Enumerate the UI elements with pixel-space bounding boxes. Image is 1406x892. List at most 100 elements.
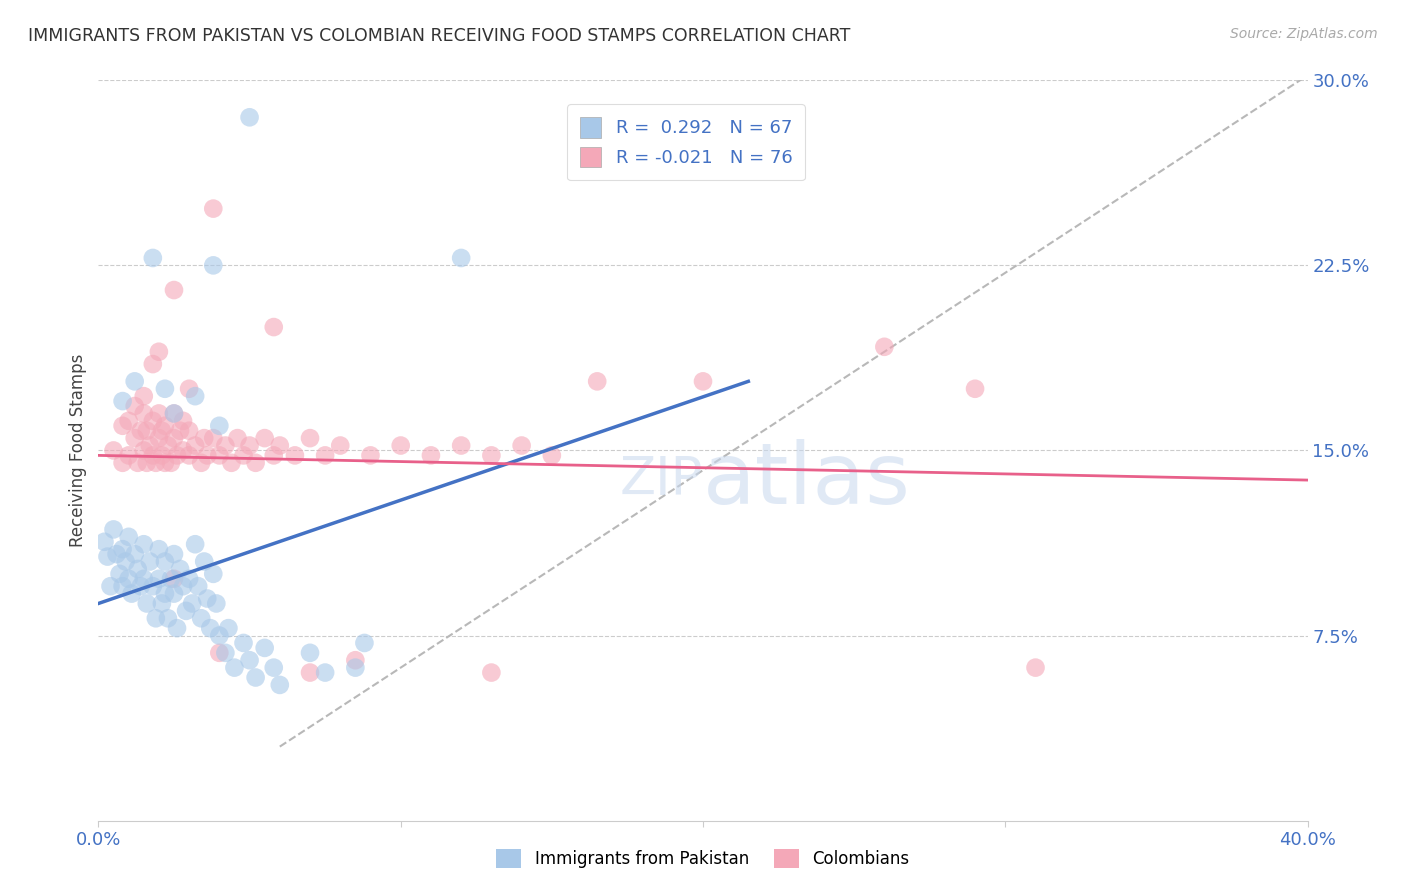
Point xyxy=(124,547,146,561)
Point xyxy=(172,443,194,458)
Point xyxy=(139,438,162,452)
Point xyxy=(174,604,197,618)
Point xyxy=(160,572,183,586)
Point xyxy=(269,678,291,692)
Point xyxy=(135,456,157,470)
Point xyxy=(202,202,225,216)
Point xyxy=(481,665,503,680)
Point xyxy=(200,621,222,635)
Point xyxy=(132,389,155,403)
Point xyxy=(1024,660,1046,674)
Point xyxy=(172,579,194,593)
Point xyxy=(269,438,291,452)
Legend: Immigrants from Pakistan, Colombians: Immigrants from Pakistan, Colombians xyxy=(489,842,917,875)
Point xyxy=(389,438,412,452)
Y-axis label: Receiving Food Stamps: Receiving Food Stamps xyxy=(69,354,87,547)
Point xyxy=(111,418,134,433)
Point xyxy=(344,660,367,674)
Point xyxy=(450,251,472,265)
Point xyxy=(205,597,228,611)
Point xyxy=(253,431,276,445)
Point xyxy=(420,449,443,463)
Point xyxy=(217,621,239,635)
Point xyxy=(360,449,382,463)
Point xyxy=(132,572,155,586)
Point xyxy=(142,414,165,428)
Point xyxy=(193,431,215,445)
Point xyxy=(163,586,186,600)
Point xyxy=(195,591,218,606)
Point xyxy=(111,456,134,470)
Point xyxy=(148,407,170,421)
Point xyxy=(156,438,179,452)
Point xyxy=(299,431,322,445)
Legend: R =  0.292   N = 67, R = -0.021   N = 76: R = 0.292 N = 67, R = -0.021 N = 76 xyxy=(567,104,806,180)
Point xyxy=(184,438,207,452)
Point xyxy=(142,357,165,371)
Point xyxy=(132,407,155,421)
Point xyxy=(172,414,194,428)
Point xyxy=(114,555,136,569)
Text: ZIP: ZIP xyxy=(620,454,703,506)
Point xyxy=(202,258,225,272)
Point xyxy=(156,611,179,625)
Point xyxy=(124,375,146,389)
Point xyxy=(263,660,285,674)
Point xyxy=(160,456,183,470)
Point xyxy=(214,646,236,660)
Point xyxy=(153,456,176,470)
Text: atlas: atlas xyxy=(703,439,911,522)
Point xyxy=(148,431,170,445)
Point xyxy=(142,449,165,463)
Point xyxy=(208,449,231,463)
Point xyxy=(586,375,609,389)
Point xyxy=(129,579,152,593)
Point xyxy=(148,344,170,359)
Point xyxy=(245,671,267,685)
Point xyxy=(344,653,367,667)
Point xyxy=(202,566,225,581)
Point xyxy=(232,449,254,463)
Point xyxy=(111,542,134,557)
Point xyxy=(873,340,896,354)
Point xyxy=(314,665,336,680)
Point xyxy=(166,449,188,463)
Point xyxy=(127,456,149,470)
Point xyxy=(221,456,243,470)
Point xyxy=(245,456,267,470)
Point xyxy=(299,665,322,680)
Point xyxy=(135,424,157,438)
Point xyxy=(150,449,173,463)
Point xyxy=(263,449,285,463)
Point xyxy=(239,653,262,667)
Point xyxy=(353,636,375,650)
Point xyxy=(100,579,122,593)
Point xyxy=(111,394,134,409)
Point xyxy=(965,382,987,396)
Point xyxy=(139,555,162,569)
Point xyxy=(148,572,170,586)
Point xyxy=(163,431,186,445)
Point xyxy=(195,449,218,463)
Point xyxy=(179,424,201,438)
Point xyxy=(118,530,141,544)
Point xyxy=(127,562,149,576)
Point xyxy=(163,407,186,421)
Point xyxy=(208,628,231,642)
Point xyxy=(108,566,131,581)
Point xyxy=(153,586,176,600)
Point xyxy=(103,523,125,537)
Point xyxy=(190,456,212,470)
Point xyxy=(263,320,285,334)
Point xyxy=(450,438,472,452)
Point xyxy=(142,579,165,593)
Point xyxy=(142,251,165,265)
Point xyxy=(118,414,141,428)
Point xyxy=(179,449,201,463)
Point xyxy=(153,382,176,396)
Point xyxy=(179,382,201,396)
Point xyxy=(166,621,188,635)
Point xyxy=(145,456,167,470)
Point xyxy=(148,542,170,557)
Point xyxy=(124,399,146,413)
